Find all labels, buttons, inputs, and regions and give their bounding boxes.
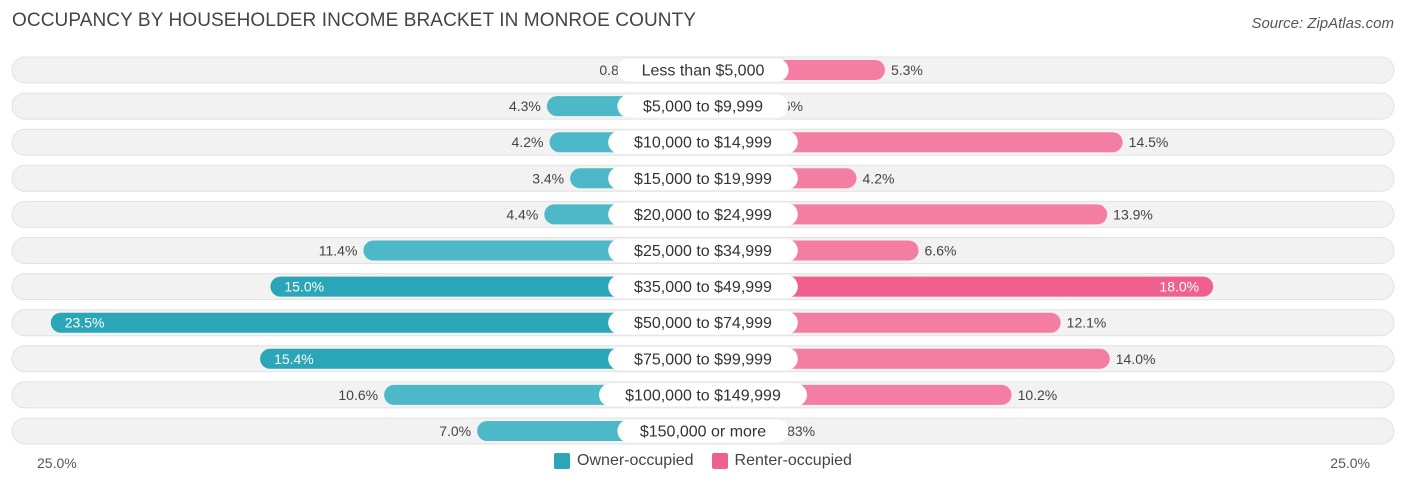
category-pill: [617, 419, 789, 443]
chart-title: OCCUPANCY BY HOUSEHOLDER INCOME BRACKET …: [12, 10, 697, 31]
category-pill: [608, 202, 798, 226]
value-label-owner: 10.6%: [338, 387, 378, 403]
category-pill: [608, 311, 798, 335]
legend-swatch-owner: [554, 453, 571, 469]
category-pill: [617, 58, 789, 82]
bar-renter[interactable]: [703, 132, 1123, 153]
category-label: $15,000 to $19,999: [634, 171, 772, 188]
value-label-owner: 3.4%: [532, 170, 564, 186]
value-label-renter: 18.0%: [1159, 279, 1199, 295]
category-pill: [617, 94, 789, 118]
value-label-renter: 6.6%: [925, 243, 957, 259]
category-label: $20,000 to $24,999: [634, 207, 772, 224]
legend-label-owner: Owner-occupied: [577, 452, 694, 469]
category-label: $25,000 to $34,999: [634, 243, 772, 260]
chart-row: 23.5% 12.1% $50,000 to $74,999: [11, 309, 1395, 337]
chart-row: 10.6% 10.2% $100,000 to $149,999: [11, 381, 1395, 409]
value-label-owner: 4.4%: [506, 206, 538, 222]
value-label-owner: 15.0%: [284, 279, 324, 295]
bar-renter[interactable]: [703, 276, 1214, 297]
legend-swatch-renter: [711, 453, 728, 469]
category-pill: [608, 166, 798, 190]
bar-renter[interactable]: [703, 204, 1108, 225]
chart-row: 0.8% 5.3%Less than $5,000: [11, 56, 1395, 84]
value-label-renter: 5.3%: [891, 62, 923, 78]
chart-row: 15.4% 14.0% $75,000 to $99,999: [11, 345, 1395, 373]
category-label: $75,000 to $99,999: [634, 351, 772, 368]
category-label: Less than $5,000: [642, 63, 765, 80]
legend-item-renter[interactable]: Renter-occupied: [711, 452, 852, 470]
category-label: $150,000 or more: [640, 424, 766, 441]
category-label: $100,000 to $149,999: [625, 387, 781, 404]
axis-right-label: 25.0%: [1330, 455, 1370, 471]
axis-left-label: 25.0%: [37, 455, 77, 471]
bar-owner[interactable]: [270, 276, 703, 297]
value-label-owner: 15.4%: [274, 351, 314, 367]
value-label-owner: 7.0%: [439, 423, 471, 439]
value-label-renter: 13.9%: [1113, 206, 1153, 222]
chart-row: 3.4% 4.2% $15,000 to $19,999: [11, 164, 1395, 192]
category-label: $5,000 to $9,999: [643, 99, 763, 116]
chart-row: 4.4% 13.9% $20,000 to $24,999: [11, 200, 1395, 228]
bar-renter[interactable]: [703, 348, 1110, 369]
source-note: Source: ZipAtlas.com: [1251, 15, 1394, 32]
value-label-renter: 4.2%: [863, 170, 895, 186]
chart-row: 4.3%0.36%$5,000 to $9,999: [11, 92, 1395, 120]
value-label-owner: 11.4%: [319, 243, 358, 259]
bar-owner[interactable]: [260, 348, 703, 369]
value-label-owner: 23.5%: [65, 315, 105, 331]
category-label: $10,000 to $14,999: [634, 135, 772, 152]
value-label-owner: 4.3%: [509, 98, 541, 114]
chart-row: 15.0% 18.0% $35,000 to $49,999: [11, 273, 1395, 301]
value-label-renter: 14.5%: [1129, 134, 1169, 150]
value-label-renter: 14.0%: [1116, 351, 1156, 367]
chart-row: 4.2% 14.5% $10,000 to $14,999: [11, 128, 1395, 156]
category-pill: [599, 383, 807, 407]
legend-label-renter: Renter-occupied: [734, 452, 852, 469]
legend: Owner-occupied Renter-occupied: [0, 452, 1406, 470]
value-label-owner: 4.2%: [512, 134, 544, 150]
category-pill: [608, 347, 798, 371]
value-label-renter: 12.1%: [1067, 315, 1107, 331]
value-label-renter: 10.2%: [1018, 387, 1058, 403]
category-pill: [608, 275, 798, 299]
bar-owner[interactable]: [50, 312, 703, 333]
category-label: $35,000 to $49,999: [634, 279, 772, 296]
category-pill: [608, 239, 798, 262]
legend-item-owner[interactable]: Owner-occupied: [554, 452, 694, 470]
category-label: $50,000 to $74,999: [634, 315, 772, 332]
chart-row: 7.0% 0.83%$150,000 or more: [11, 417, 1395, 445]
diverging-bar-chart: 0.8%5.3%Less than $5,0004.3%0.36%$5,000 …: [11, 56, 1395, 445]
category-pill: [608, 130, 798, 154]
chart-row: 11.4% 6.6% $25,000 to $34,999: [11, 237, 1395, 264]
